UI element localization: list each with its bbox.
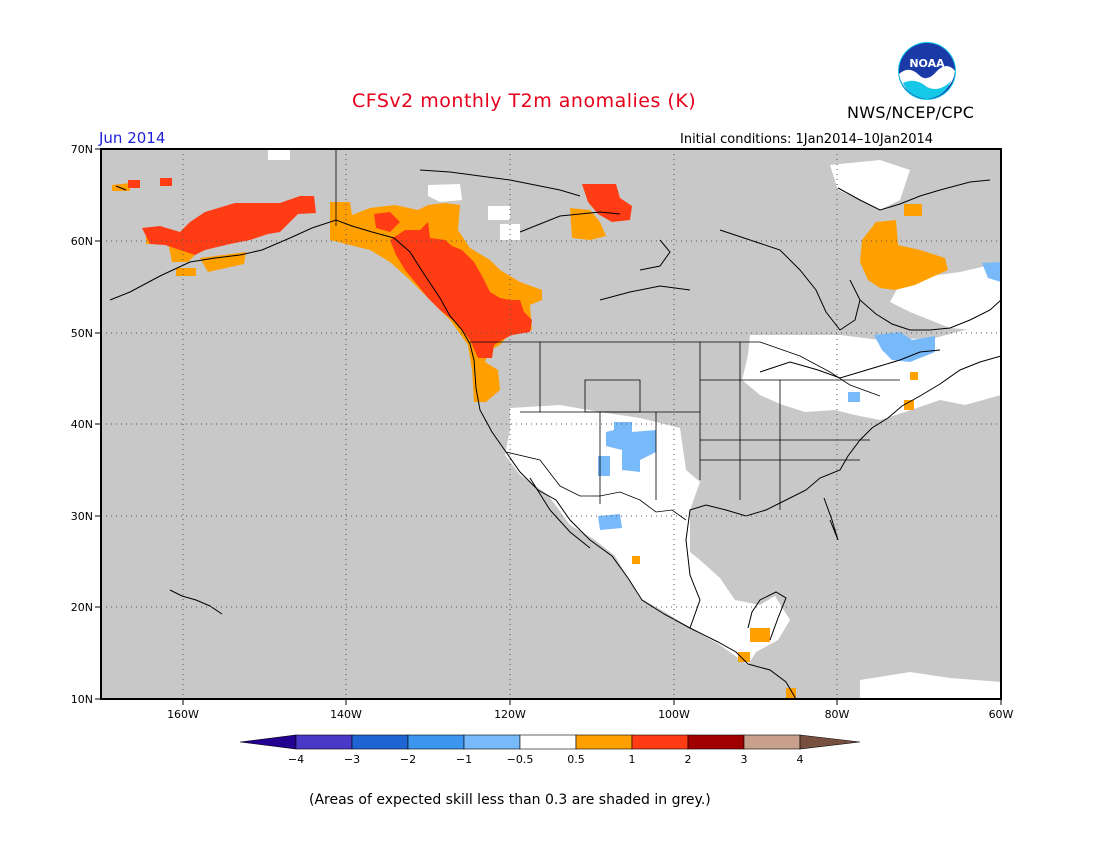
borders [335,149,900,521]
colorbar-bin [295,734,353,750]
lat-label: 70N [71,143,93,156]
colorbar-label: −2 [400,753,416,766]
map-title: CFSv2 monthly T2m anomalies (K) [352,90,697,112]
colorbar-label: 0.5 [567,753,585,766]
lat-label: 30N [71,510,93,523]
lat-label: 50N [71,327,93,340]
strong-warm-anomaly-regions [128,178,632,358]
skill-footnote: (Areas of expected skill less than 0.3 a… [309,792,711,808]
colorbar-label: 1 [629,753,636,766]
colorbar-label: −1 [456,753,472,766]
colorbar-label: −4 [288,753,304,766]
colorbar-bin [575,734,633,750]
colorbar-bin [351,734,409,750]
colorbar-bin [519,734,577,750]
colorbar-left-arrow [239,734,297,750]
forecast-month: Jun 2014 [99,129,166,147]
colorbar-bin [743,734,801,750]
agency-label: NWS/NCEP/CPC [847,103,975,122]
cool-anomaly-regions [598,262,1001,530]
graticule [101,149,1001,699]
anomaly-fields [112,150,1001,699]
tick-marks [95,148,1002,705]
colorbar-label: 4 [797,753,804,766]
colorbar-label: −3 [344,753,360,766]
colorbar-label: −0.5 [507,753,534,766]
lat-label: 40N [71,418,93,431]
noaa-logo: NOAA [898,42,956,100]
lon-label: 140W [330,708,362,721]
colorbar-labels: −4 −3 −2 −1 −0.5 0.5 1 2 3 4 [288,753,804,766]
colorbar-bin [463,734,521,750]
colorbar-bin [407,734,465,750]
lon-label: 160W [167,708,199,721]
lat-label: 20N [71,601,93,614]
colorbar-label: 3 [741,753,748,766]
lon-label: 100W [658,708,690,721]
lon-label: 120W [494,708,526,721]
colorbar-right-arrow [799,734,861,750]
initial-conditions: Initial conditions: 1Jan2014–10Jan2014 [680,132,934,147]
colorbar-bin [631,734,689,750]
latitude-labels: 70N 60N 50N 40N 30N 20N 10N [71,143,93,706]
colorbar [239,734,861,750]
near-normal-regions [268,150,1001,699]
lon-label: 60W [989,708,1014,721]
lat-label: 10N [71,693,93,706]
noaa-logo-text: NOAA [909,57,945,70]
longitude-labels: 160W 140W 120W 100W 80W 60W [167,708,1013,721]
lon-label: 80W [825,708,850,721]
lat-label: 60N [71,235,93,248]
colorbar-bin [687,734,745,750]
colorbar-label: 2 [685,753,692,766]
